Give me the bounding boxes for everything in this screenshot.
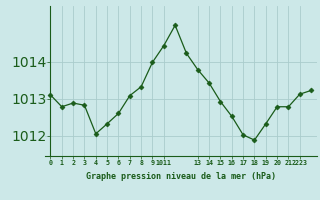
X-axis label: Graphe pression niveau de la mer (hPa): Graphe pression niveau de la mer (hPa): [86, 172, 276, 181]
